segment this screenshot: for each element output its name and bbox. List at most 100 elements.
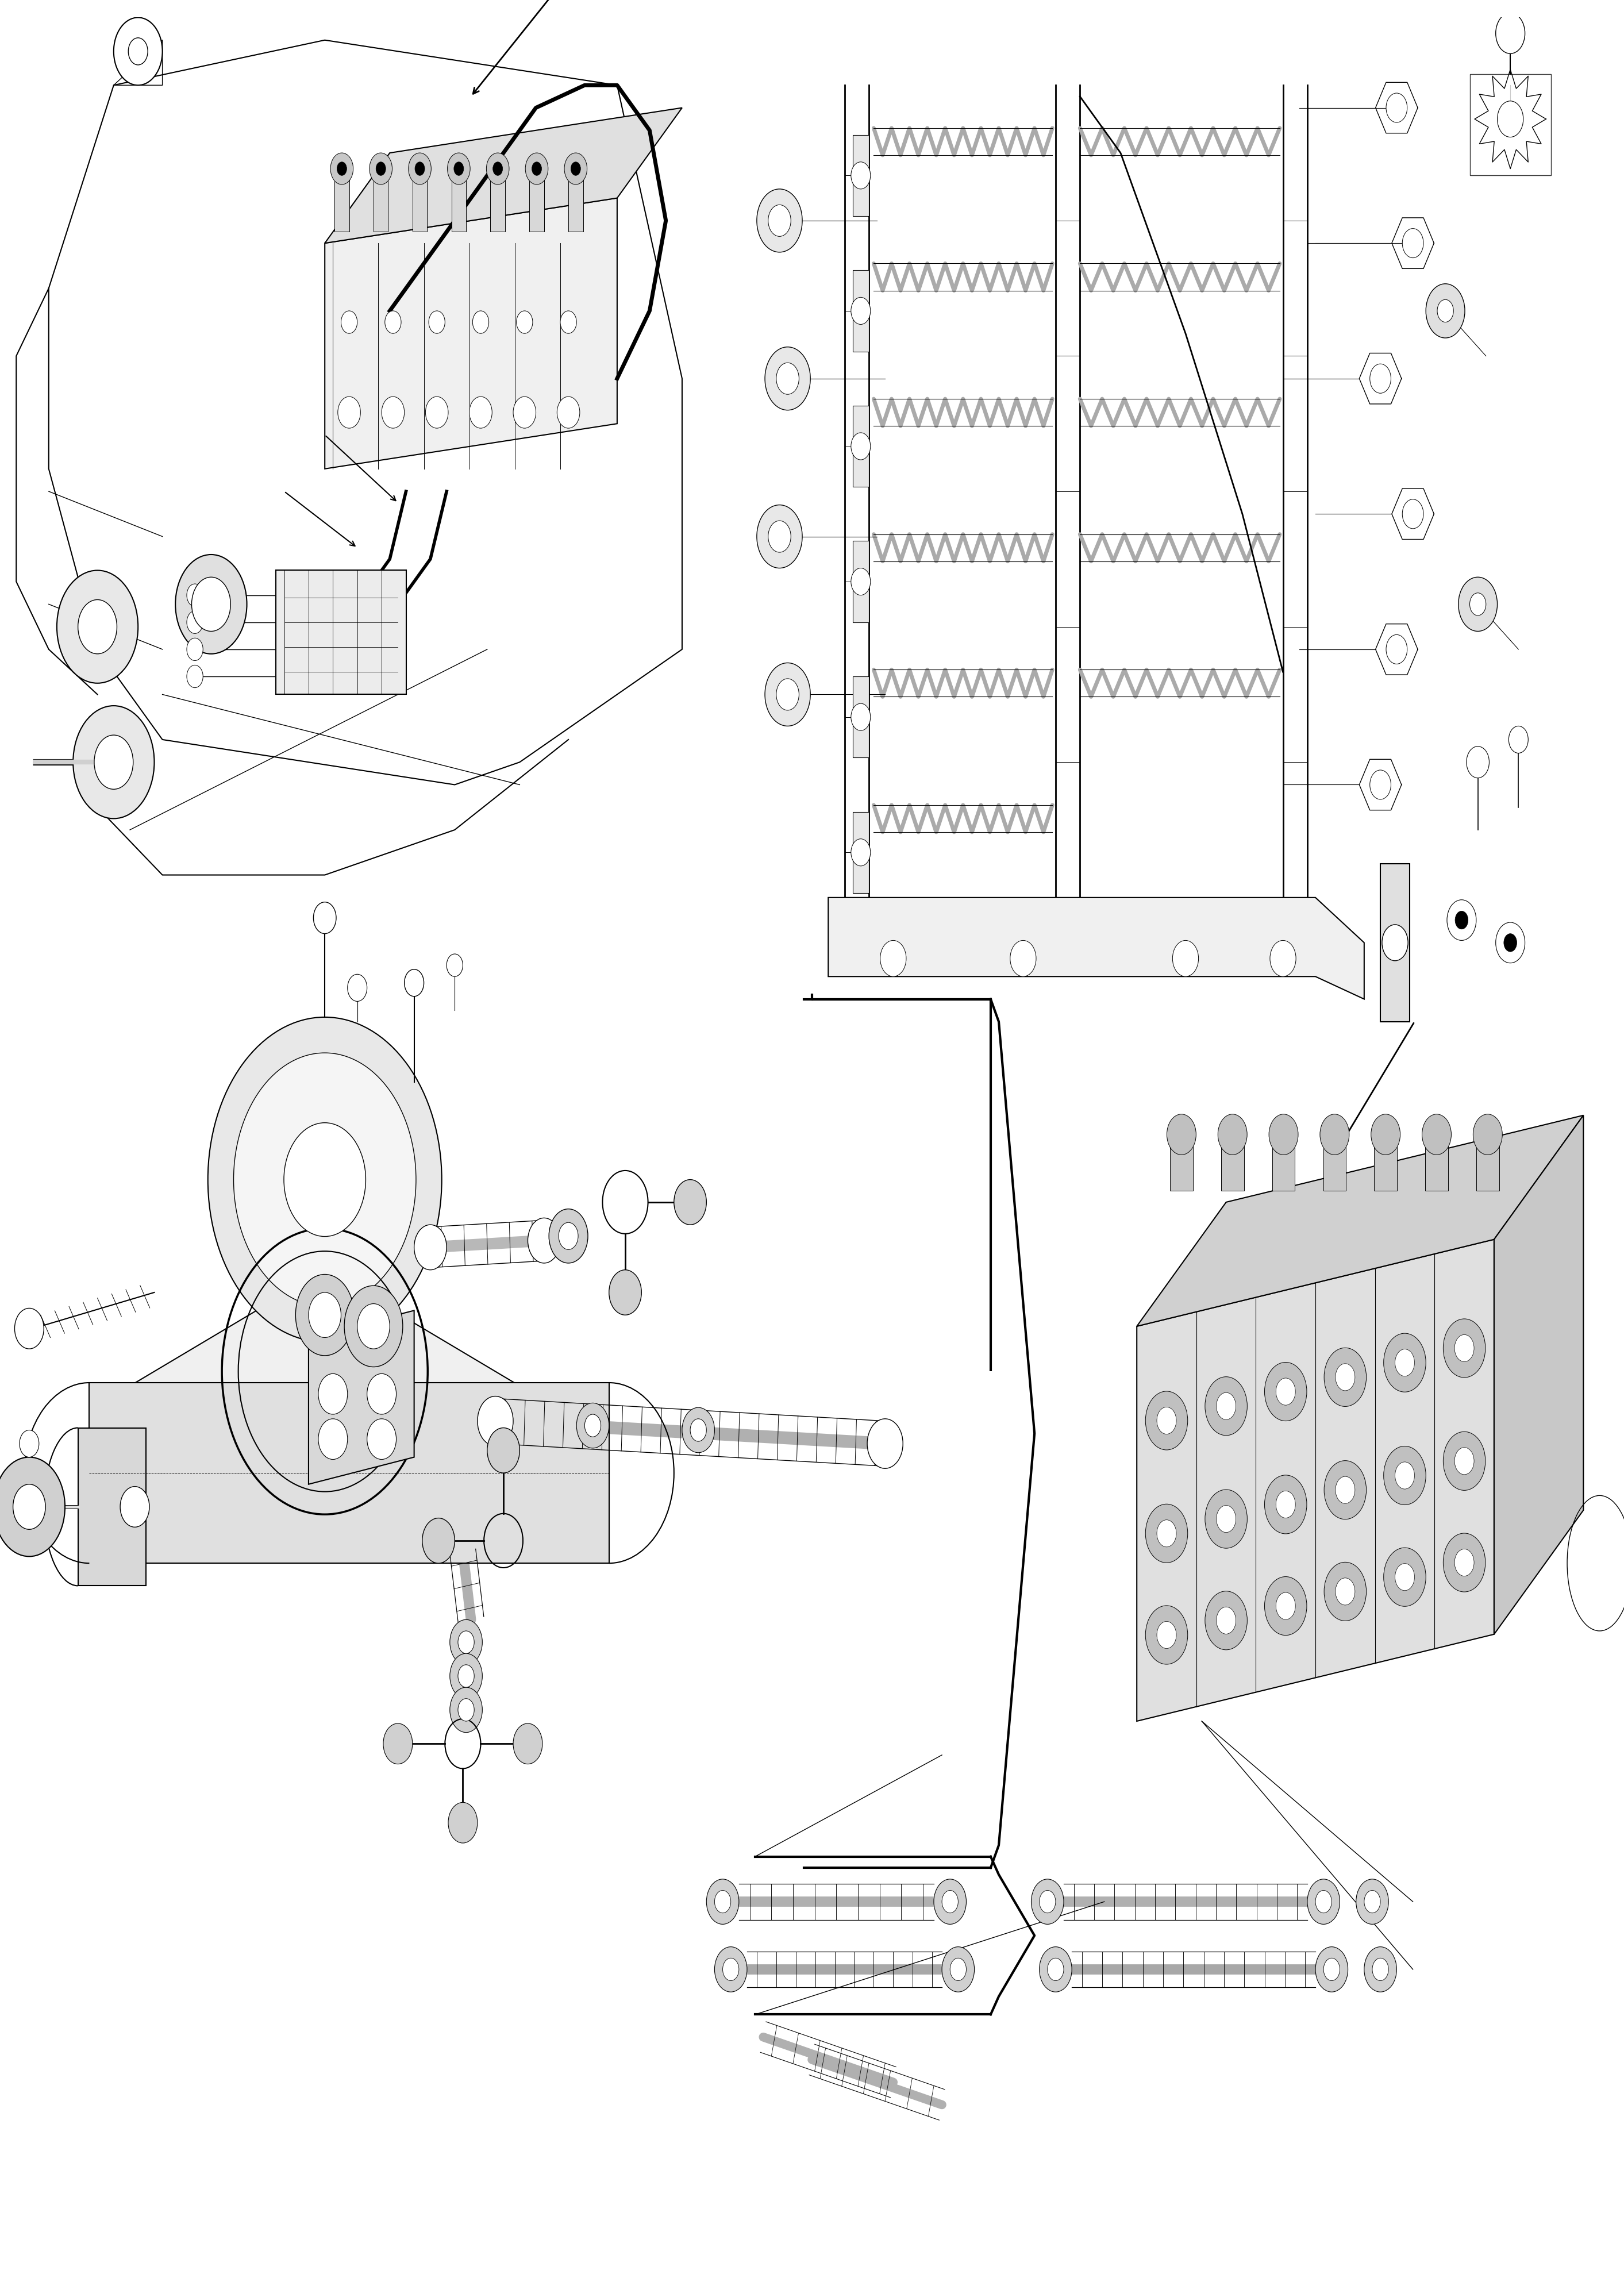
Circle shape (0, 1458, 65, 1555)
Circle shape (1458, 578, 1497, 632)
Circle shape (448, 1803, 477, 1842)
Polygon shape (309, 1310, 414, 1485)
Circle shape (1455, 1549, 1475, 1576)
Circle shape (1145, 1503, 1187, 1562)
Circle shape (1276, 1492, 1296, 1519)
Circle shape (950, 1958, 966, 1981)
Circle shape (367, 1373, 396, 1414)
Circle shape (450, 1619, 482, 1665)
Circle shape (1324, 1958, 1340, 1981)
Circle shape (367, 1419, 396, 1460)
Circle shape (1335, 1476, 1354, 1503)
Circle shape (416, 161, 425, 175)
Circle shape (487, 1428, 520, 1474)
Circle shape (1265, 1362, 1307, 1421)
Bar (1476, 1142, 1499, 1192)
Bar (374, 175, 388, 232)
Circle shape (458, 1665, 474, 1687)
Circle shape (1395, 1565, 1415, 1590)
Circle shape (128, 39, 148, 66)
Circle shape (422, 1519, 455, 1562)
Circle shape (385, 312, 401, 334)
Circle shape (1039, 1890, 1056, 1912)
Polygon shape (1494, 1114, 1583, 1635)
Circle shape (19, 1430, 39, 1458)
Circle shape (516, 312, 533, 334)
Bar (529, 175, 544, 232)
Circle shape (1047, 1958, 1064, 1981)
Circle shape (1423, 1114, 1452, 1155)
Circle shape (382, 396, 404, 428)
Circle shape (1470, 594, 1486, 616)
Circle shape (851, 839, 870, 866)
Polygon shape (1470, 75, 1551, 175)
Circle shape (1276, 1592, 1296, 1619)
Polygon shape (853, 405, 869, 487)
Circle shape (715, 1890, 731, 1912)
Circle shape (851, 161, 870, 189)
Circle shape (942, 1890, 958, 1912)
Circle shape (1205, 1489, 1247, 1549)
Circle shape (284, 1123, 365, 1237)
Bar (1324, 1142, 1346, 1192)
Circle shape (1324, 1460, 1366, 1519)
Circle shape (1387, 93, 1408, 123)
Circle shape (880, 941, 906, 976)
Circle shape (577, 1403, 609, 1449)
Circle shape (458, 1630, 474, 1653)
Bar (1221, 1142, 1244, 1192)
Circle shape (13, 1485, 45, 1530)
Circle shape (1205, 1376, 1247, 1435)
Bar (78, 1428, 146, 1585)
Polygon shape (89, 1383, 609, 1562)
Circle shape (1173, 941, 1199, 976)
Circle shape (1496, 14, 1525, 55)
Circle shape (565, 152, 588, 184)
Circle shape (1382, 926, 1408, 960)
Circle shape (1166, 1114, 1195, 1155)
Circle shape (851, 568, 870, 596)
Circle shape (409, 152, 432, 184)
Circle shape (723, 1958, 739, 1981)
Circle shape (1364, 1947, 1397, 1992)
Circle shape (78, 600, 117, 655)
Circle shape (1444, 1433, 1486, 1489)
Circle shape (557, 396, 580, 428)
Circle shape (559, 1223, 578, 1248)
Circle shape (1270, 941, 1296, 976)
Circle shape (1145, 1605, 1187, 1665)
Circle shape (851, 703, 870, 730)
Circle shape (934, 1878, 966, 1924)
Circle shape (455, 161, 464, 175)
Bar (276, 571, 406, 694)
Circle shape (1315, 1890, 1332, 1912)
Circle shape (1371, 771, 1392, 800)
Circle shape (187, 664, 203, 687)
Polygon shape (828, 898, 1364, 998)
Circle shape (473, 312, 489, 334)
Circle shape (414, 1226, 447, 1269)
Circle shape (572, 161, 581, 175)
Circle shape (715, 1947, 747, 1992)
Circle shape (513, 396, 536, 428)
Circle shape (338, 396, 361, 428)
Circle shape (609, 1269, 641, 1314)
Circle shape (234, 1053, 416, 1305)
Polygon shape (853, 812, 869, 894)
Circle shape (851, 432, 870, 459)
Circle shape (383, 1724, 412, 1765)
Circle shape (357, 1303, 390, 1348)
Polygon shape (325, 198, 617, 468)
Circle shape (1395, 1462, 1415, 1489)
Circle shape (1324, 1348, 1366, 1408)
Circle shape (187, 584, 203, 607)
Circle shape (338, 161, 348, 175)
Circle shape (533, 161, 542, 175)
Circle shape (560, 312, 577, 334)
Circle shape (57, 571, 138, 682)
Circle shape (187, 612, 203, 634)
Circle shape (1364, 1890, 1380, 1912)
Circle shape (1473, 1114, 1502, 1155)
Circle shape (776, 678, 799, 709)
Circle shape (487, 152, 510, 184)
